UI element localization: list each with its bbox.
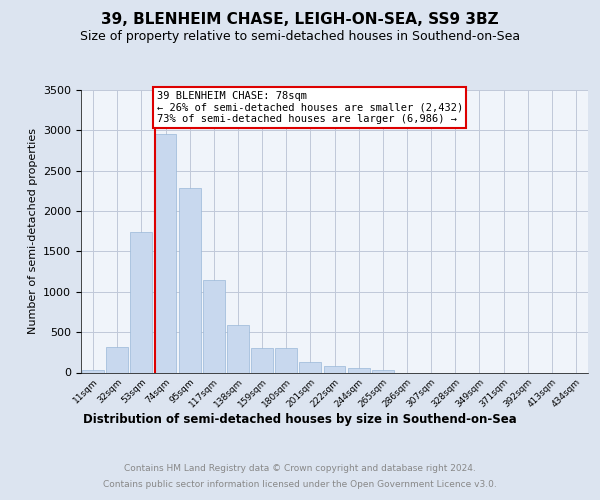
Bar [372, 370, 394, 372]
Bar [155, 134, 176, 372]
Text: 39, BLENHEIM CHASE, LEIGH-ON-SEA, SS9 3BZ: 39, BLENHEIM CHASE, LEIGH-ON-SEA, SS9 3B… [101, 12, 499, 28]
Bar [203, 280, 224, 372]
Bar [227, 325, 249, 372]
Bar [299, 362, 321, 372]
Text: 39 BLENHEIM CHASE: 78sqm
← 26% of semi-detached houses are smaller (2,432)
73% o: 39 BLENHEIM CHASE: 78sqm ← 26% of semi-d… [157, 91, 463, 124]
Bar [179, 188, 200, 372]
Y-axis label: Number of semi-detached properties: Number of semi-detached properties [28, 128, 38, 334]
Bar [348, 368, 370, 372]
Bar [82, 370, 104, 372]
Text: Distribution of semi-detached houses by size in Southend-on-Sea: Distribution of semi-detached houses by … [83, 412, 517, 426]
Text: Contains HM Land Registry data © Crown copyright and database right 2024.: Contains HM Land Registry data © Crown c… [124, 464, 476, 473]
Text: Size of property relative to semi-detached houses in Southend-on-Sea: Size of property relative to semi-detach… [80, 30, 520, 43]
Bar [130, 232, 152, 372]
Text: Contains public sector information licensed under the Open Government Licence v3: Contains public sector information licen… [103, 480, 497, 489]
Bar [106, 346, 128, 372]
Bar [275, 348, 297, 372]
Bar [251, 348, 273, 372]
Bar [323, 366, 346, 372]
